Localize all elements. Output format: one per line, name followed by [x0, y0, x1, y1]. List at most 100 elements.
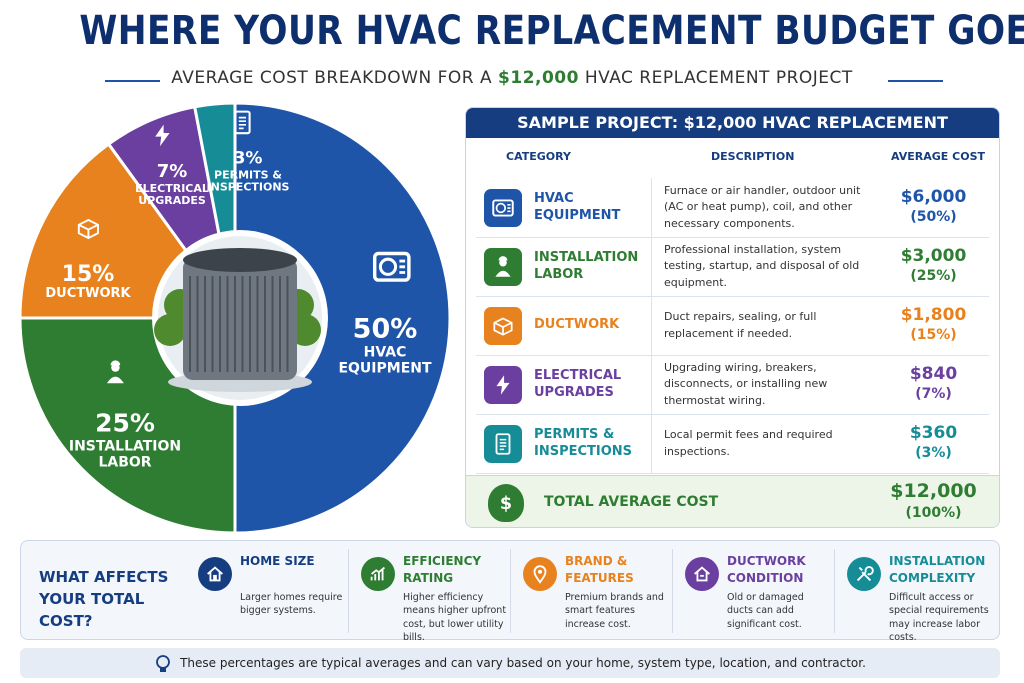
factor: INSTALLATION COMPLEXITY Difficult access … — [834, 549, 995, 643]
icon-shape — [856, 566, 874, 582]
factor-text: Higher efficiency means higher upfront c… — [403, 592, 507, 643]
icon-shape — [499, 258, 507, 267]
total-amount: $12,000 — [890, 480, 977, 502]
total-row: $ TOTAL AVERAGE COST $12,000 (100%) — [466, 475, 999, 527]
slice-percent: 15% — [61, 261, 115, 287]
row-description: Furnace or air handler, outdoor unit (AC… — [651, 178, 866, 237]
row-icon — [484, 248, 522, 286]
icon-shape — [160, 667, 167, 672]
factor-icon — [847, 557, 881, 591]
cost-amount: $1,800 — [900, 305, 967, 325]
row-description: Professional installation, system testin… — [651, 237, 866, 296]
icon — [856, 566, 874, 582]
factor-title: HOME SIZE — [240, 554, 315, 568]
slice-icon — [107, 360, 124, 384]
icon-shape — [77, 218, 99, 240]
row-cost: $1,800 (15%) — [876, 304, 991, 344]
slice-category: ELECTRICAL UPGRADES — [135, 181, 209, 208]
icon — [533, 565, 547, 584]
icon-shape — [207, 566, 223, 582]
icon-shape — [213, 574, 217, 581]
icon-shape: $ — [500, 494, 512, 514]
icon-shape — [694, 566, 710, 582]
factor-icon — [361, 557, 395, 591]
slice-icon — [234, 110, 251, 135]
slice-label: 3% PERMITS & INSPECTIONS — [193, 148, 303, 195]
row-cost: $360 (3%) — [876, 422, 991, 462]
cost-share: (50%) — [910, 209, 957, 226]
icon — [492, 199, 514, 217]
row-category: INSTALLATION LABOR — [534, 249, 639, 282]
factor-title: DUCTWORK CONDITION — [727, 554, 806, 585]
row-category: DUCTWORK — [534, 317, 620, 333]
cost-amount: $3,000 — [900, 246, 967, 266]
subtitle: AVERAGE COST BREAKDOWN FOR A $12,000 HVA… — [0, 68, 1024, 88]
row-icon — [484, 307, 522, 345]
total-cost: $12,000 (100%) — [876, 479, 991, 522]
footnote: These percentages are typical averages a… — [20, 648, 1000, 678]
icon — [207, 566, 223, 582]
icon-shape — [372, 251, 411, 282]
cost-table: SAMPLE PROJECT: $12,000 HVAC REPLACEMENT… — [465, 107, 1000, 528]
icon-shape — [155, 124, 170, 147]
divider — [888, 80, 943, 82]
slice-label: 50% HVAC EQUIPMENT — [325, 313, 445, 376]
row-icon — [484, 189, 522, 227]
subtitle-amount: $12,000 — [498, 68, 579, 88]
column-header: DESCRIPTION — [711, 150, 795, 163]
factor: BRAND & FEATURES Premium brands and smart… — [510, 549, 671, 633]
subtitle-text: HVAC REPLACEMENT PROJECT — [584, 68, 853, 88]
slice-percent: 3% — [233, 148, 263, 169]
icon: $ — [500, 494, 512, 514]
slice-label: 7% ELECTRICAL UPGRADES — [127, 161, 217, 208]
icon-shape — [107, 376, 124, 384]
factors-panel: WHAT AFFECTS YOUR TOTAL COST? HOME SIZE L… — [20, 540, 1000, 643]
row-description: Duct repairs, sealing, or full replaceme… — [651, 296, 866, 355]
icon-shape — [156, 654, 170, 669]
factor-text: Difficult access or special requirements… — [889, 592, 989, 643]
icon — [493, 317, 513, 336]
footnote-text: These percentages are typical averages a… — [180, 656, 866, 670]
icon-shape — [110, 360, 121, 366]
icon-shape — [537, 569, 543, 574]
slice-label: 15% DUCTWORK — [33, 262, 143, 302]
cost-share: (3%) — [915, 445, 952, 462]
row-description: Upgrading wiring, breakers, disconnects,… — [651, 355, 866, 414]
icon-shape — [498, 256, 508, 261]
factor-text: Premium brands and smart features increa… — [565, 592, 664, 630]
icon-shape — [495, 270, 511, 277]
total-label: TOTAL AVERAGE COST — [544, 494, 719, 510]
icon-shape — [495, 433, 511, 455]
table-row: HVAC EQUIPMENT Furnace or air handler, ou… — [476, 178, 989, 238]
icon — [694, 566, 710, 582]
slice-icon — [77, 218, 99, 240]
cost-share: (15%) — [910, 327, 957, 344]
table-row: ELECTRICAL UPGRADES Upgrading wiring, bre… — [476, 355, 989, 415]
icon-shape — [507, 203, 511, 213]
icon — [495, 256, 511, 277]
row-cost: $6,000 (50%) — [876, 186, 991, 226]
slice-label: 25% INSTALLATION LABOR — [55, 409, 195, 471]
row-category: ELECTRICAL UPGRADES — [534, 367, 622, 400]
subtitle-text: AVERAGE COST BREAKDOWN FOR A — [171, 68, 493, 88]
slice-percent: 7% — [156, 161, 188, 183]
cost-amount: $840 — [909, 364, 958, 384]
row-cost: $840 (7%) — [876, 363, 991, 403]
slice-percent: 50% — [352, 313, 418, 345]
cost-amount: $360 — [909, 423, 958, 443]
factor: HOME SIZE Larger homes require bigger sys… — [186, 549, 346, 633]
icon-shape — [399, 259, 406, 274]
total-share: (100%) — [905, 504, 962, 521]
icon-shape — [370, 566, 386, 581]
icon-shape — [496, 375, 510, 395]
column-header: CATEGORY — [506, 150, 571, 163]
ac-top — [183, 248, 297, 272]
row-category: HVAC EQUIPMENT — [534, 190, 621, 223]
icon-shape — [378, 257, 398, 276]
icon — [370, 566, 386, 581]
icon-shape — [493, 317, 513, 336]
cost-amount: $6,000 — [900, 187, 967, 207]
table-row: PERMITS & INSPECTIONS Local permit fees a… — [476, 414, 989, 474]
factor-text: Old or damaged ducts can add significant… — [727, 592, 804, 630]
